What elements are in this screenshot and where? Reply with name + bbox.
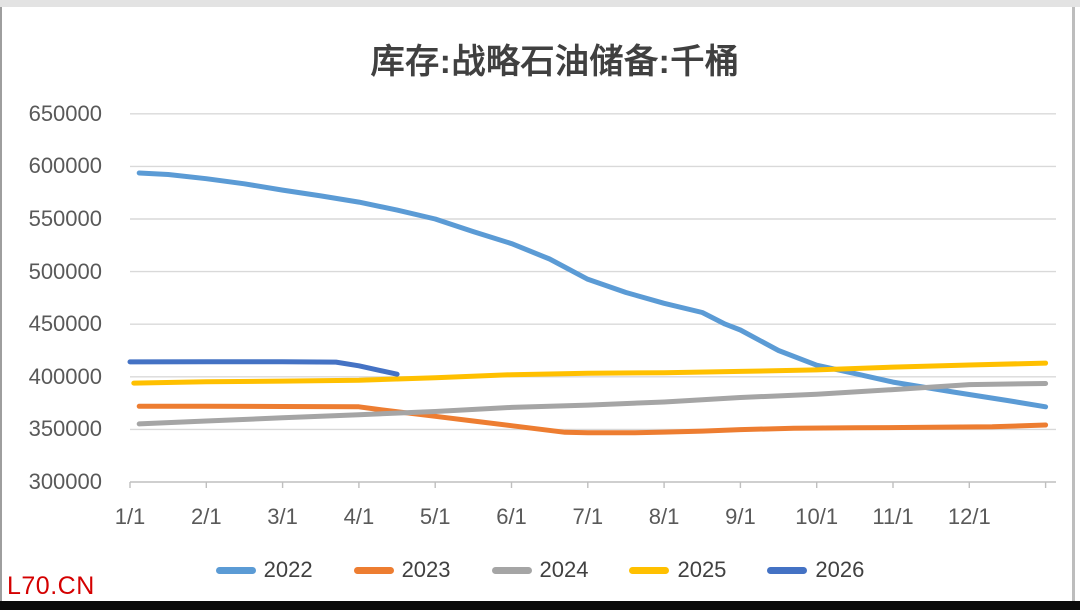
x-axis-label: 6/1 <box>496 504 527 529</box>
y-axis-label: 400000 <box>28 363 102 389</box>
right-border <box>1072 7 1075 601</box>
legend-swatch-2022 <box>215 566 256 574</box>
legend-item-2023: 2023 <box>353 557 451 583</box>
legend-label: 2026 <box>815 557 865 582</box>
x-axis-label: 7/1 <box>572 504 604 529</box>
x-axis-label: 9/1 <box>725 504 756 529</box>
x-axis-label: 11/1 <box>872 504 914 529</box>
legend-swatch-2026 <box>767 566 808 574</box>
x-axis-label: 8/1 <box>648 504 680 529</box>
legend-swatch-2023 <box>353 566 394 574</box>
y-axis-label: 550000 <box>28 206 102 231</box>
chart-title: 库存:战略石油储备:千桶 <box>370 43 740 81</box>
x-axis-label: 1/1 <box>114 504 146 529</box>
legend-label: 2022 <box>263 557 313 582</box>
x-axis-label: 12/1 <box>947 504 991 529</box>
legend-item-2025: 2025 <box>629 557 726 583</box>
x-axis-label: 10/1 <box>795 504 839 529</box>
series-line-2024 <box>136 381 1049 427</box>
x-axis-label: 3/1 <box>267 504 298 529</box>
series-line-2022 <box>136 170 1049 410</box>
x-axis-label: 5/1 <box>419 504 451 529</box>
legend: 2022 2023 2024 2025 2026 <box>0 554 1080 586</box>
x-axis-label: 4/1 <box>343 504 375 529</box>
legend-swatch-2025 <box>629 566 670 574</box>
bottom-strip <box>0 601 1080 610</box>
legend-item-2024: 2024 <box>491 557 589 583</box>
series-line-2026 <box>127 359 400 377</box>
legend-label: 2025 <box>677 557 727 582</box>
y-axis-label: 300000 <box>28 469 102 494</box>
legend-swatch-2024 <box>491 566 532 574</box>
y-axis-label: 500000 <box>28 258 102 284</box>
legend-label: 2024 <box>539 557 589 582</box>
x-axis-label: 2/1 <box>191 504 222 529</box>
legend-label: 2023 <box>401 557 451 582</box>
y-axis-label: 350000 <box>28 416 102 442</box>
watermark: L70.CN <box>7 572 95 600</box>
y-axis-label: 450000 <box>28 311 102 337</box>
left-border <box>0 7 2 601</box>
series-line-2023 <box>136 403 1049 436</box>
top-strip <box>0 0 1080 7</box>
series-line-2025 <box>131 360 1049 386</box>
legend-item-2022: 2022 <box>215 557 313 583</box>
y-axis-label: 600000 <box>28 153 102 179</box>
y-axis-label: 650000 <box>28 100 102 126</box>
legend-item-2026: 2026 <box>767 557 864 583</box>
